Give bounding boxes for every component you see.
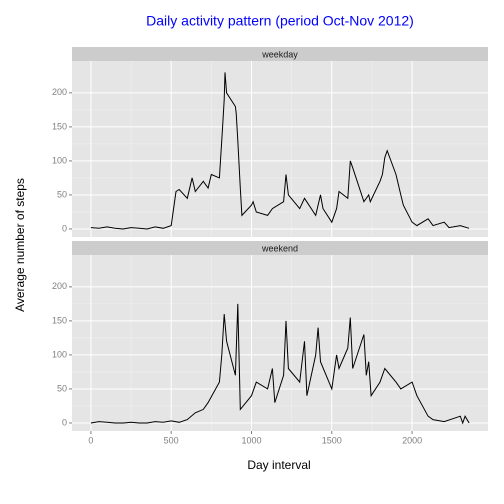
y-tick-label: 150 xyxy=(52,315,67,325)
y-tick-label: 50 xyxy=(57,189,67,199)
x-axis-label: Day interval xyxy=(247,458,310,472)
y-tick-label: 50 xyxy=(57,383,67,393)
y-tick-label: 200 xyxy=(52,281,67,291)
strip-label: weekend xyxy=(261,243,298,253)
panel xyxy=(72,61,488,237)
line xyxy=(90,303,470,425)
chart-title: Daily activity pattern (period Oct-Nov 2… xyxy=(146,13,414,29)
y-axis-label: Average number of steps xyxy=(13,178,27,312)
line xyxy=(90,72,470,230)
y-tick-label: 0 xyxy=(62,417,67,427)
y-tick-label: 100 xyxy=(52,155,67,165)
x-tick-label: 1000 xyxy=(241,435,261,445)
panel xyxy=(72,255,488,431)
y-tick-label: 150 xyxy=(52,121,67,131)
strip-label: weekday xyxy=(261,49,298,59)
x-tick-label: 500 xyxy=(164,435,179,445)
x-tick-label: 0 xyxy=(88,435,93,445)
y-tick-label: 200 xyxy=(52,87,67,97)
strip xyxy=(72,47,488,61)
x-tick-label: 1500 xyxy=(322,435,342,445)
strip xyxy=(72,241,488,255)
x-tick-label: 2000 xyxy=(402,435,422,445)
y-tick-label: 100 xyxy=(52,349,67,359)
y-tick-label: 0 xyxy=(62,223,67,233)
